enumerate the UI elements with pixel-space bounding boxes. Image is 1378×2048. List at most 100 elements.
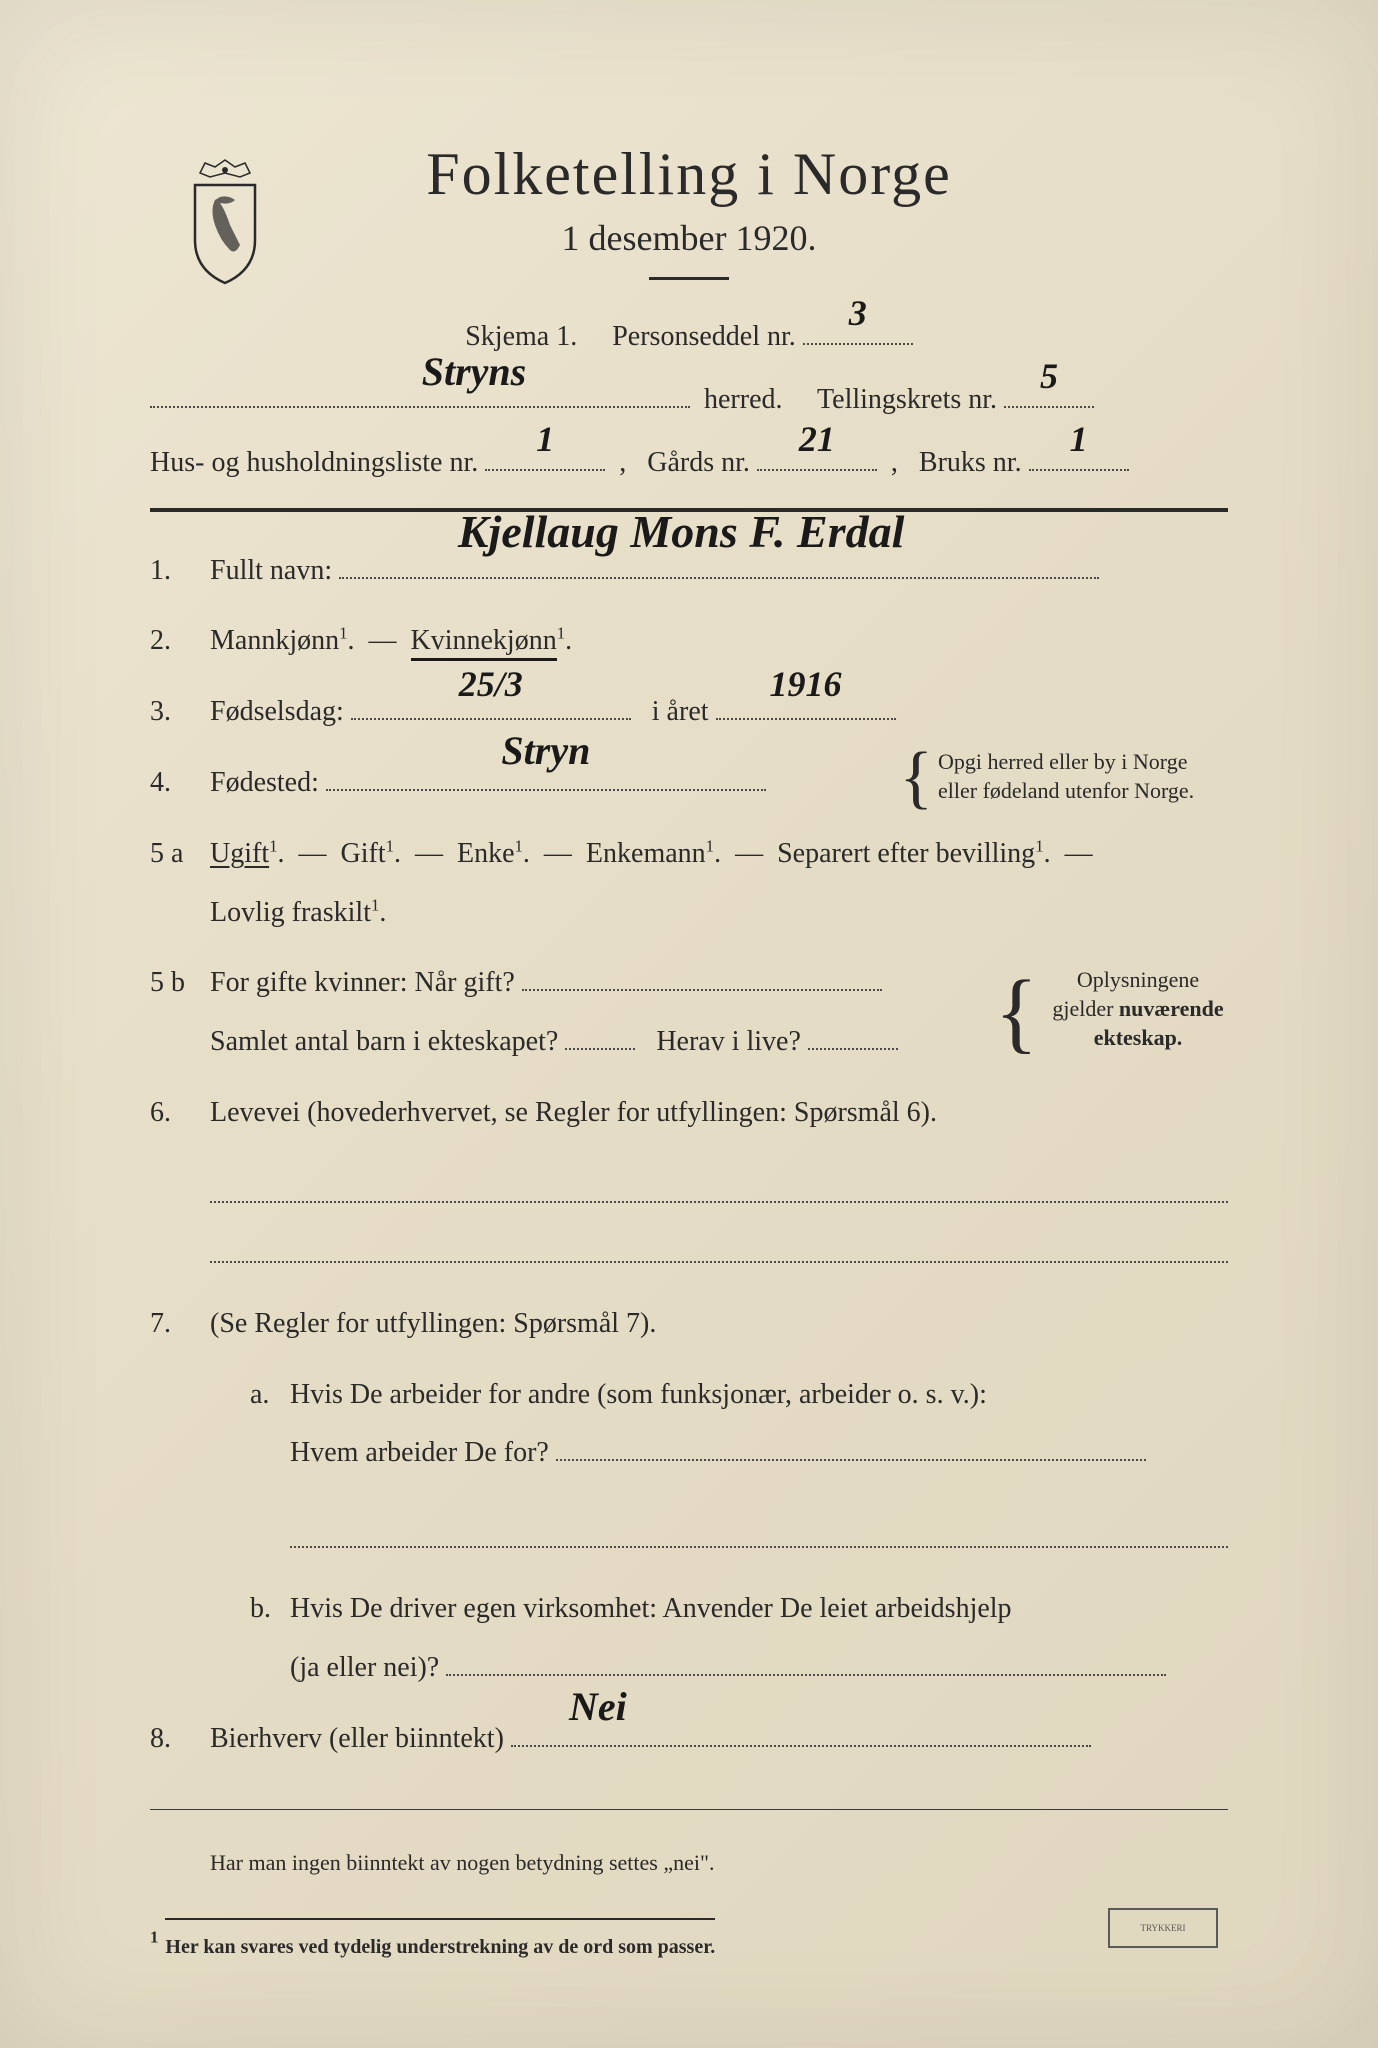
q5b-note2: gjelder nuværende xyxy=(1048,995,1228,1024)
q5a-num: 5 a xyxy=(150,825,210,884)
footnote-text: Her kan svares ved tydelig understreknin… xyxy=(165,1918,715,1968)
q4-label: Fødested: xyxy=(210,767,319,798)
q7a-text1: Hvis De arbeider for andre (som funksjon… xyxy=(290,1379,987,1410)
q5b-note3: ekteskap. xyxy=(1048,1024,1228,1053)
q5b-field1 xyxy=(522,963,882,991)
q5a-enkemann: Enkemann xyxy=(586,838,706,869)
q4-note1: Opgi herred eller by i Norge xyxy=(938,748,1228,777)
skjema-row: Skjema 1. Personseddel nr. 3 xyxy=(150,310,1228,363)
q6-num: 6. xyxy=(150,1084,210,1143)
q7a-text2: Hvem arbeider De for? xyxy=(290,1437,549,1468)
herred-field: Stryns xyxy=(150,380,690,408)
q3-year-label: i året xyxy=(652,696,709,727)
husliste-value: 1 xyxy=(536,405,554,473)
tellingskrets-value: 5 xyxy=(1040,342,1058,410)
herred-row: Stryns herred. Tellingskrets nr. 5 xyxy=(150,373,1228,426)
q2-content: Mannkjønn1. — Kvinnekjønn1. xyxy=(210,612,1228,671)
title-divider xyxy=(649,277,729,280)
q7a-field xyxy=(556,1433,1146,1461)
q7-num: 7. xyxy=(150,1295,210,1354)
husliste-field: 1 xyxy=(485,443,605,471)
personseddel-label: Personseddel nr. xyxy=(612,321,796,352)
q5a-content: Ugift1. — Gift1. — Enke1. — Enkemann1. —… xyxy=(210,825,1228,943)
q7-row: 7. (Se Regler for utfyllingen: Spørsmål … xyxy=(150,1295,1228,1354)
q7-label: (Se Regler for utfyllingen: Spørsmål 7). xyxy=(210,1308,656,1339)
crest-svg xyxy=(180,155,270,285)
stamp-text: TRYKKERI xyxy=(1141,1923,1186,1933)
q4-row: 4. Fødested: Stryn { Opgi herred eller b… xyxy=(150,754,1228,813)
personseddel-value: 3 xyxy=(849,279,867,347)
q8-label: Bierhverv (eller biinntekt) xyxy=(210,1723,504,1754)
q2-mann: Mannkjønn xyxy=(210,625,339,656)
q6-row: 6. Levevei (hovederhvervet, se Regler fo… xyxy=(150,1084,1228,1283)
herred-label: herred. xyxy=(704,384,783,415)
q5a-row: 5 a Ugift1. — Gift1. — Enke1. — Enkemann… xyxy=(150,825,1228,943)
q7a-content: Hvis De arbeider for andre (som funksjon… xyxy=(290,1366,1228,1569)
bruks-value: 1 xyxy=(1070,405,1088,473)
q5b-content: For gifte kvinner: Når gift? Samlet anta… xyxy=(210,954,1228,1072)
q1-content: Fullt navn: Kjellaug Mons F. Erdal xyxy=(210,542,1228,601)
q4-field: Stryn xyxy=(326,763,766,791)
q5a-ugift: Ugift xyxy=(210,838,269,869)
personseddel-field: 3 xyxy=(803,317,913,345)
q8-field: Nei xyxy=(511,1719,1091,1747)
form-metadata: Skjema 1. Personseddel nr. 3 Stryns herr… xyxy=(150,310,1228,490)
coat-of-arms-icon xyxy=(180,155,270,285)
q4-brace: { xyxy=(899,746,933,809)
gards-field: 21 xyxy=(757,443,877,471)
q4-value: Stryn xyxy=(501,709,590,793)
q3-year-field: 1916 xyxy=(716,692,896,720)
q7b-label: b. xyxy=(250,1580,290,1639)
q7a-row: a. Hvis De arbeider for andre (som funks… xyxy=(150,1366,1228,1569)
gards-label: Gårds nr. xyxy=(647,447,750,478)
q3-label: Fødselsdag: xyxy=(210,696,344,727)
footer-rule xyxy=(150,1809,1228,1810)
q5b-line2a: Samlet antal barn i ekteskapet? xyxy=(210,1026,558,1057)
q1-row: 1. Fullt navn: Kjellaug Mons F. Erdal xyxy=(150,542,1228,601)
q5a-enke: Enke xyxy=(457,838,515,869)
husliste-row: Hus- og husholdningsliste nr. 1 , Gårds … xyxy=(150,436,1228,489)
gards-value: 21 xyxy=(799,405,835,473)
q8-num: 8. xyxy=(150,1710,210,1769)
q8-value: Nei xyxy=(569,1665,627,1749)
q6-content: Levevei (hovederhvervet, se Regler for u… xyxy=(210,1084,1228,1283)
q7b-text2: (ja eller nei)? xyxy=(290,1652,439,1683)
q5b-line1: For gifte kvinner: Når gift? xyxy=(210,967,515,998)
document-header: Folketelling i Norge 1 desember 1920. xyxy=(150,140,1228,280)
printer-stamp: TRYKKERI xyxy=(1108,1908,1218,1948)
q3-year-value: 1916 xyxy=(770,647,842,723)
main-title: Folketelling i Norge xyxy=(150,140,1228,209)
q5a-fraskilt: Lovlig fraskilt xyxy=(210,897,371,928)
q5a-gift: Gift xyxy=(341,838,386,869)
q8-row: 8. Bierhverv (eller biinntekt) Nei xyxy=(150,1710,1228,1769)
q5b-note1: Oplysningene xyxy=(1048,966,1228,995)
q5b-field2 xyxy=(565,1022,635,1050)
paper-content: Folketelling i Norge 1 desember 1920. Sk… xyxy=(60,40,1318,2008)
q3-row: 3. Fødselsdag: 25/3 i året 1916 xyxy=(150,683,1228,742)
q6-label: Levevei (hovederhvervet, se Regler for u… xyxy=(210,1097,937,1128)
bruks-field: 1 xyxy=(1029,443,1129,471)
q7b-row: b. Hvis De driver egen virksomhet: Anven… xyxy=(150,1580,1228,1698)
q7-content: (Se Regler for utfyllingen: Spørsmål 7). xyxy=(210,1295,1228,1354)
q5b-brace: { xyxy=(995,972,1038,1053)
q7b-content: Hvis De driver egen virksomhet: Anvender… xyxy=(290,1580,1228,1698)
q3-num: 3. xyxy=(150,683,210,742)
q7a-label: a. xyxy=(250,1366,290,1425)
bruks-label: Bruks nr. xyxy=(919,447,1022,478)
q8-content: Bierhverv (eller biinntekt) Nei xyxy=(210,1710,1228,1769)
q5b-line2b: Herav i live? xyxy=(656,1026,801,1057)
q5b-field3 xyxy=(808,1022,898,1050)
q1-num: 1. xyxy=(150,542,210,601)
q2-row: 2. Mannkjønn1. — Kvinnekjønn1. xyxy=(150,612,1228,671)
q4-content: Fødested: Stryn { Opgi herred eller by i… xyxy=(210,754,1228,813)
q5b-row: 5 b For gifte kvinner: Når gift? Samlet … xyxy=(150,954,1228,1072)
q1-value: Kjellaug Mons F. Erdal xyxy=(458,484,905,581)
q7b-text1: Hvis De driver egen virksomhet: Anvender… xyxy=(290,1593,1012,1624)
herred-value: Stryns xyxy=(422,334,527,410)
date-subtitle: 1 desember 1920. xyxy=(150,217,1228,259)
q3-content: Fødselsdag: 25/3 i året 1916 xyxy=(210,683,1228,742)
q5b-num: 5 b xyxy=(150,954,210,1013)
q6-line1 xyxy=(210,1163,1228,1203)
census-document: Folketelling i Norge 1 desember 1920. Sk… xyxy=(0,0,1378,2048)
q4-note: Opgi herred eller by i Norge eller fødel… xyxy=(938,748,1228,805)
